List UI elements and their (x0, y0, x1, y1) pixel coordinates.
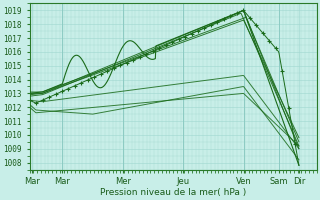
X-axis label: Pression niveau de la mer( hPa ): Pression niveau de la mer( hPa ) (100, 188, 246, 197)
